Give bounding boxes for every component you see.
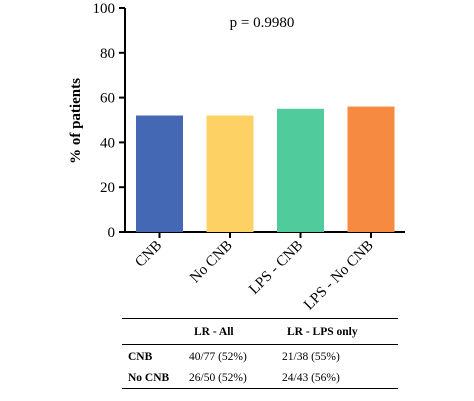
y-ticks: 0 20 40 60 80 100	[93, 1, 125, 241]
bar	[277, 108, 324, 232]
x-tick-label: CNB	[132, 238, 165, 271]
bars	[136, 106, 395, 232]
y-tick-label: 60	[100, 91, 115, 107]
x-tick-label: LPS - No CNB	[301, 238, 377, 314]
cell-cnb-lps: 21/38 (55%)	[282, 351, 340, 363]
header-lr-lps-only: LR - LPS only	[287, 326, 358, 338]
cell-no-cnb-lps: 24/43 (56%)	[282, 372, 340, 384]
bar	[347, 106, 395, 232]
cell-no-cnb-all: 26/50 (52%)	[189, 372, 247, 384]
row-label-cnb: CNB	[128, 351, 153, 363]
bar-chart: % of patients p = 0.9980 0 20 40 60 80 100 CN…	[68, 1, 405, 313]
y-axis-label: % of patients	[68, 78, 84, 164]
y-tick-label: 0	[108, 225, 116, 241]
x-tick-label: LPS - CNB	[246, 238, 306, 298]
header-lr-all: LR - All	[194, 326, 234, 338]
table-top-rule	[122, 318, 398, 319]
table-bottom-rule	[122, 388, 398, 389]
cell-cnb-all: 40/77 (52%)	[189, 351, 247, 363]
x-tick-label: No CNB	[187, 238, 236, 287]
p-value-annotation: p = 0.9980	[230, 15, 295, 31]
row-label-no-cnb: No CNB	[128, 372, 170, 384]
bar	[206, 115, 254, 232]
bar	[136, 115, 183, 232]
y-tick-label: 20	[100, 180, 115, 196]
y-tick-label: 100	[93, 1, 116, 17]
y-tick-label: 80	[100, 46, 115, 62]
y-tick-label: 40	[100, 135, 115, 151]
table-header-rule	[122, 344, 398, 345]
